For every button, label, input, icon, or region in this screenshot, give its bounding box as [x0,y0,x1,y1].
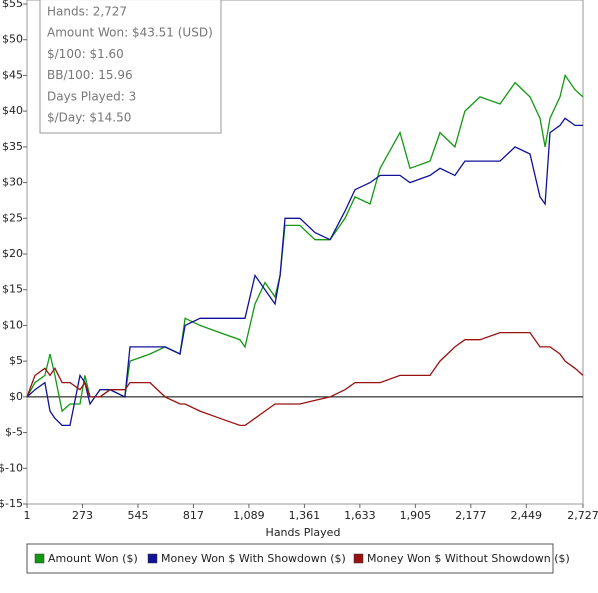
y-tick-label: $25 [2,211,23,224]
y-tick-label: $30 [2,176,23,189]
stat-line: $/100: $1.60 [47,47,124,61]
x-tick-label: 817 [183,509,204,522]
legend-swatch [147,553,158,564]
stats-box-bg [39,0,222,134]
series-line [26,117,583,427]
stat-line: Amount Won: $43.51 (USD) [47,26,213,40]
legend-label: Amount Won ($) [48,552,138,565]
legend-swatch [353,553,364,564]
x-axis-label: Hands Played [266,526,341,539]
x-tick-label: 2,177 [455,509,487,522]
x-tick-label: 1,633 [344,509,376,522]
legend-label: Money Won $ Without Showdown ($) [367,552,570,565]
y-tick-label: $-10 [0,461,23,474]
stats-box: Hands: 2,727 Amount Won: $43.51 (USD) $/10… [39,0,222,134]
y-tick-label: $15 [2,283,23,296]
x-tick-label: 1,089 [233,509,265,522]
x-tick-label: 1,361 [289,509,321,522]
x-tick-label: 2,727 [567,509,598,522]
y-tick-label: $-15 [0,497,23,510]
series-line [26,331,584,427]
x-tick-label: 1,905 [400,509,432,522]
stat-line: BB/100: 15.96 [47,68,133,82]
y-tick-label: $35 [2,140,23,153]
y-tick-label: $40 [2,104,23,117]
y-tick-label: $-5 [5,426,23,439]
plot-frame [26,0,584,505]
y-tick-label: $5 [9,354,23,367]
y-tick-label: $0 [9,390,23,403]
x-tick-label: 545 [127,509,148,522]
stat-line: $/Day: $14.50 [47,111,131,125]
legend-swatch [34,553,45,564]
x-tick-label: 1 [24,509,31,522]
y-tick-label: $20 [2,247,23,260]
stat-line: Hands: 2,727 [47,5,127,19]
y-tick-label: $10 [2,318,23,331]
y-tick-label: $50 [2,33,23,46]
x-tick-label: 273 [72,509,93,522]
y-tick-label: $55 [2,0,23,10]
legend-label: Money Won $ With Showdown ($) [161,552,346,565]
y-tick-label: $45 [2,68,23,81]
x-tick-label: 2,449 [511,509,543,522]
legend-box [26,543,554,574]
stat-line: Days Played: 3 [47,89,136,103]
